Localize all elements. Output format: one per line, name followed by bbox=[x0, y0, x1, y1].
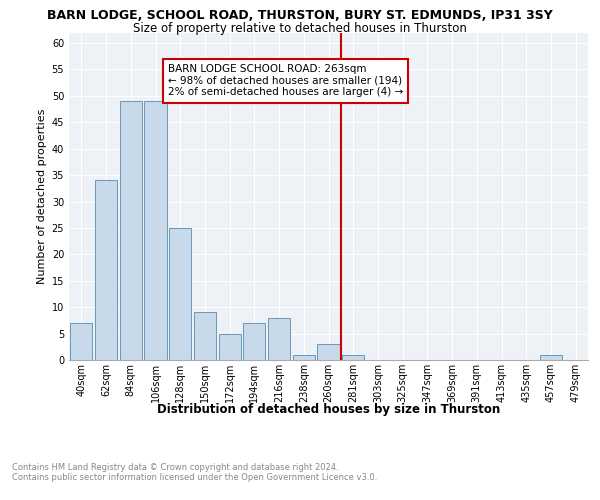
Bar bbox=[317, 344, 340, 360]
Y-axis label: Number of detached properties: Number of detached properties bbox=[37, 108, 47, 284]
Bar bbox=[145, 101, 167, 360]
Bar bbox=[540, 354, 562, 360]
Bar bbox=[293, 354, 315, 360]
Bar bbox=[243, 323, 265, 360]
Bar bbox=[95, 180, 117, 360]
Bar bbox=[119, 101, 142, 360]
Bar bbox=[70, 323, 92, 360]
Text: BARN LODGE SCHOOL ROAD: 263sqm
← 98% of detached houses are smaller (194)
2% of : BARN LODGE SCHOOL ROAD: 263sqm ← 98% of … bbox=[168, 64, 403, 98]
Bar bbox=[268, 318, 290, 360]
Bar bbox=[194, 312, 216, 360]
Bar bbox=[342, 354, 364, 360]
Bar bbox=[218, 334, 241, 360]
Text: BARN LODGE, SCHOOL ROAD, THURSTON, BURY ST. EDMUNDS, IP31 3SY: BARN LODGE, SCHOOL ROAD, THURSTON, BURY … bbox=[47, 9, 553, 22]
Text: Distribution of detached houses by size in Thurston: Distribution of detached houses by size … bbox=[157, 402, 500, 415]
Text: Size of property relative to detached houses in Thurston: Size of property relative to detached ho… bbox=[133, 22, 467, 35]
Bar bbox=[169, 228, 191, 360]
Text: Contains HM Land Registry data © Crown copyright and database right 2024.
Contai: Contains HM Land Registry data © Crown c… bbox=[12, 462, 377, 482]
